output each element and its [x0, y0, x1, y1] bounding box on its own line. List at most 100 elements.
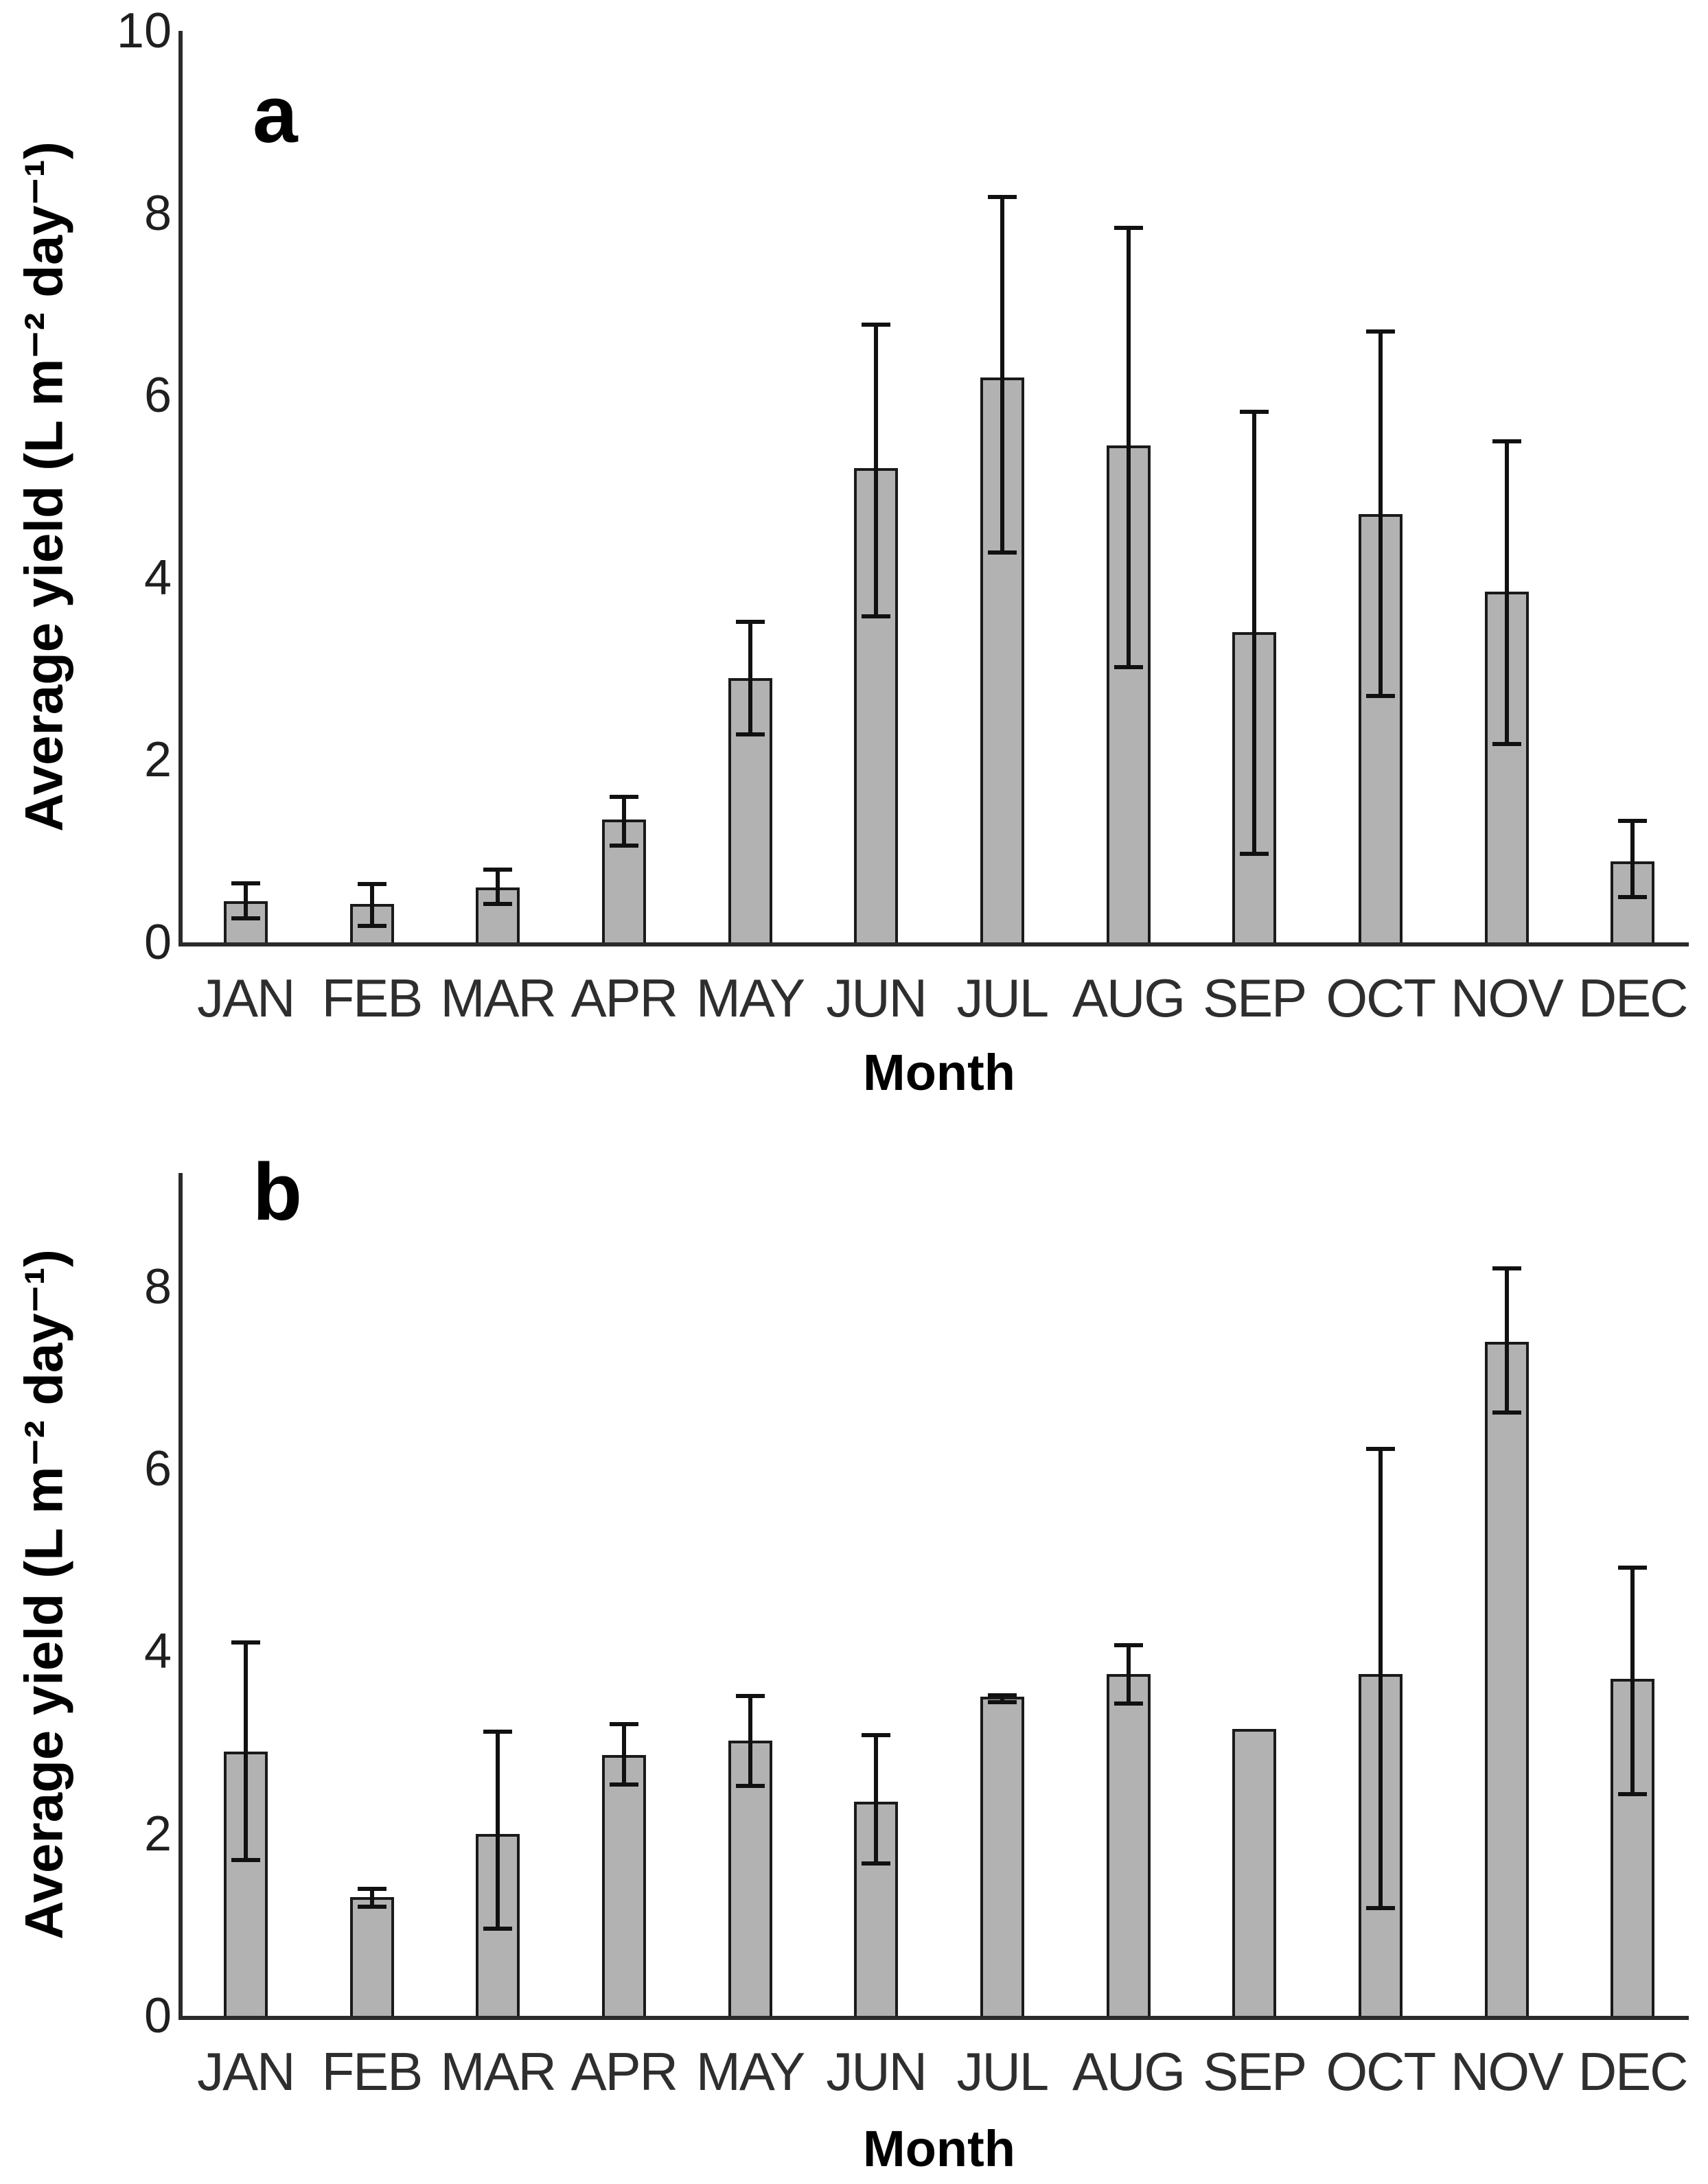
bar-aug — [1106, 1674, 1151, 2016]
error-bar-jul — [1000, 196, 1004, 553]
x-tick-label-sep: SEP — [1203, 2041, 1307, 2102]
error-cap-top-dec — [1618, 819, 1648, 824]
x-tick-label-jul: JUL — [956, 2041, 1049, 2102]
x-tick-label-jan: JAN — [197, 968, 295, 1028]
error-cap-top-oct — [1365, 329, 1395, 334]
bar-feb — [349, 1897, 394, 2016]
x-tick-label-sep: SEP — [1203, 968, 1307, 1028]
x-axis-title: Month — [863, 1044, 1015, 1101]
bar-sep — [1232, 1728, 1277, 2016]
error-cap-top-nov — [1492, 439, 1521, 443]
x-tick-label-feb: FEB — [321, 968, 424, 1028]
error-cap-top-dec — [1618, 1565, 1648, 1570]
error-bar-apr — [621, 1724, 626, 1785]
y-tick-label: 0 — [143, 915, 172, 970]
error-bar-nov — [1504, 1268, 1509, 1413]
y-tick-label: 4 — [143, 550, 172, 605]
x-tick-label-mar: MAR — [440, 2041, 556, 2102]
y-tick-label: 6 — [143, 368, 172, 423]
plot-area — [178, 31, 1696, 946]
error-cap-top-jun — [862, 322, 891, 327]
error-bar-mar — [496, 1731, 500, 1929]
y-tick-label: 10 — [116, 3, 172, 58]
error-cap-top-may — [735, 619, 765, 624]
error-cap-bottom-dec — [1618, 894, 1648, 899]
error-cap-top-apr — [609, 1722, 638, 1727]
y-tick-label: 0 — [143, 1988, 172, 2043]
y-axis-line — [178, 1173, 183, 2020]
x-tick-label-jan: JAN — [197, 2041, 295, 2102]
error-cap-top-sep — [1240, 410, 1269, 415]
y-tick-labels: 0 2 4 6 8 10 — [0, 6, 172, 967]
error-cap-bottom-mar — [483, 1926, 513, 1931]
y-tick-labels: 0 2 4 6 8 — [0, 1173, 172, 2041]
x-tick-label-apr: APR — [570, 968, 678, 1028]
x-tick-label-oct: OCT — [1326, 968, 1437, 1028]
x-tick-label-aug: AUG — [1072, 968, 1186, 1028]
error-cap-bottom-apr — [609, 1782, 638, 1787]
error-bar-dec — [1630, 821, 1635, 897]
error-bar-feb — [369, 1889, 374, 1907]
error-cap-bottom-feb — [357, 1904, 386, 1909]
error-cap-bottom-nov — [1492, 741, 1521, 746]
error-bar-aug — [1126, 227, 1131, 667]
error-cap-bottom-nov — [1492, 1410, 1521, 1415]
error-cap-top-jul — [987, 194, 1017, 199]
error-bar-oct — [1378, 1449, 1383, 1909]
error-cap-bottom-oct — [1365, 1906, 1395, 1911]
x-tick-label-jul: JUL — [956, 968, 1049, 1028]
error-bar-mar — [496, 869, 500, 905]
error-bar-jan — [243, 883, 248, 919]
x-category-labels: JAN FEB MAR APR MAY JUN JUL AUG SEP OCT NOV DEC — [183, 966, 1696, 1030]
x-tick-label-feb: FEB — [321, 2041, 424, 2102]
y-tick-label: 8 — [143, 185, 172, 241]
error-cap-bottom-jan — [231, 916, 260, 921]
x-axis-title: Month — [863, 2120, 1015, 2177]
x-category-labels: JAN FEB MAR APR MAY JUN JUL AUG SEP OCT NOV DEC — [183, 2040, 1696, 2103]
x-tick-label-oct: OCT — [1326, 2041, 1437, 2102]
panel-b-label: b — [253, 1147, 303, 1238]
error-cap-bottom-dec — [1618, 1792, 1648, 1797]
error-bar-apr — [621, 796, 626, 846]
x-axis-line — [178, 2016, 1689, 2020]
bar-jul — [980, 1697, 1024, 2016]
y-tick-label: 2 — [143, 732, 172, 788]
error-cap-top-jul — [987, 1693, 1017, 1697]
x-tick-label-jun: JUN — [826, 2041, 927, 2102]
error-cap-top-may — [735, 1694, 765, 1699]
y-tick-label: 8 — [143, 1259, 172, 1314]
error-cap-bottom-jul — [987, 550, 1017, 555]
error-cap-bottom-jun — [862, 1861, 891, 1866]
y-tick-label: 2 — [143, 1806, 172, 1861]
y-axis-line — [178, 31, 183, 946]
x-tick-label-may: MAY — [695, 2041, 805, 2102]
x-tick-label-aug: AUG — [1072, 2041, 1186, 2102]
x-tick-label-apr: APR — [570, 2041, 678, 2102]
error-cap-bottom-mar — [483, 902, 513, 907]
x-axis-line — [178, 942, 1689, 946]
error-bar-oct — [1378, 332, 1383, 697]
error-cap-top-jun — [862, 1733, 891, 1738]
error-cap-top-jan — [231, 881, 260, 885]
plot-area — [178, 1173, 1696, 2020]
error-cap-bottom-aug — [1113, 1701, 1143, 1706]
error-cap-bottom-oct — [1365, 694, 1395, 699]
error-cap-top-jan — [231, 1640, 260, 1645]
error-cap-top-nov — [1492, 1266, 1521, 1271]
error-cap-bottom-jul — [987, 1700, 1017, 1705]
error-bar-jun — [874, 324, 879, 616]
error-cap-top-feb — [357, 882, 386, 887]
error-cap-bottom-jan — [231, 1858, 260, 1862]
error-bar-dec — [1630, 1567, 1635, 1795]
error-bar-sep — [1252, 412, 1257, 855]
x-tick-label-may: MAY — [695, 968, 805, 1028]
x-tick-label-dec: DEC — [1578, 2041, 1689, 2102]
x-tick-label-mar: MAR — [440, 968, 556, 1028]
bar-nov — [1484, 1341, 1529, 2016]
error-cap-bottom-feb — [357, 924, 386, 929]
error-bar-may — [748, 1696, 752, 1787]
error-cap-top-feb — [357, 1887, 386, 1892]
error-cap-bottom-apr — [609, 844, 638, 848]
y-tick-label: 4 — [143, 1623, 172, 1679]
